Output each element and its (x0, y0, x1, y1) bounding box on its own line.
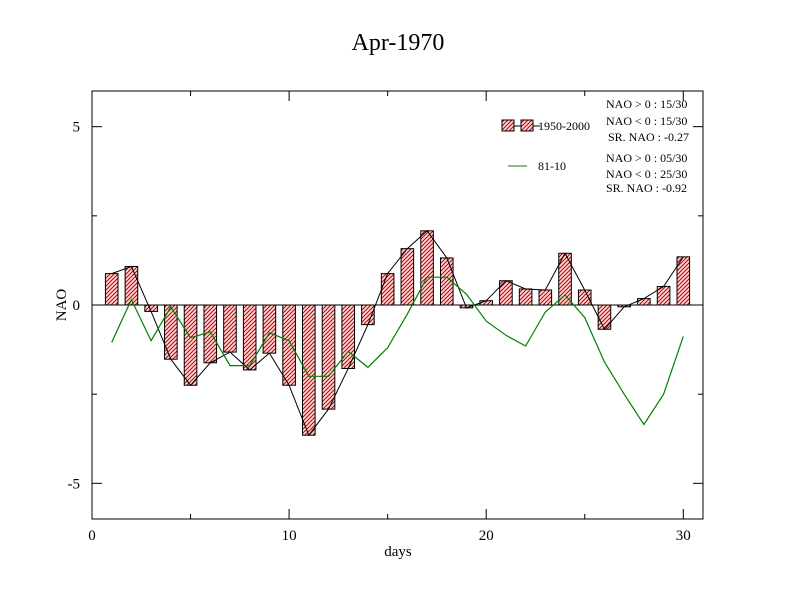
bar-9 (262, 304, 277, 354)
bar-26 (597, 304, 612, 330)
y-tick-label: 0 (73, 298, 81, 314)
bar-23 (538, 289, 553, 306)
bar-17 (420, 230, 434, 306)
bar-1 (104, 273, 119, 306)
bar-21 (499, 280, 513, 306)
legend-swatch-bar-1 (501, 119, 515, 132)
bar-series-connector (111, 230, 684, 437)
annotation-2-line-1: NAO > 0 : 05/30 (606, 151, 687, 165)
annotation-1-line-2: NAO < 0 : 15/30 (606, 114, 687, 128)
annotation-2-line-3: SR. NAO : -0.92 (606, 181, 687, 195)
bar-22 (518, 288, 533, 306)
bar-7 (223, 304, 237, 353)
bar-8 (242, 304, 257, 371)
annotation-2-line-2: NAO < 0 : 25/30 (606, 167, 687, 181)
bar-12 (321, 304, 336, 410)
chart-title: Apr-1970 (352, 30, 445, 56)
line-81-10 (111, 276, 684, 426)
bar-15 (380, 273, 395, 306)
bar-10 (282, 304, 296, 386)
bar-25 (577, 289, 592, 306)
bar-6 (203, 304, 218, 364)
bar-14 (361, 304, 375, 326)
legend-swatch-bar-2 (520, 119, 534, 132)
bar-series (104, 230, 691, 437)
annotation-1-line-3: SR. NAO : -0.27 (608, 130, 689, 144)
x-axis-label: days (384, 544, 412, 560)
x-tick-label: 20 (479, 528, 494, 544)
bar-20 (479, 300, 493, 306)
y-tick-label: -5 (68, 476, 81, 492)
bar-30 (676, 256, 691, 306)
legend: 1950-2000 81-10 (501, 119, 590, 173)
x-tick-label: 10 (282, 528, 297, 544)
line-series (111, 276, 684, 426)
bar-16 (400, 248, 415, 306)
legend-label-1950-2000: 1950-2000 (538, 119, 590, 133)
annotations: NAO > 0 : 15/30 NAO < 0 : 15/30 SR. NAO … (606, 97, 689, 195)
x-tick-label: 30 (676, 528, 691, 544)
annotation-1-line-1: NAO > 0 : 15/30 (606, 97, 687, 111)
y-tick-label: 5 (73, 120, 81, 136)
legend-label-81-10: 81-10 (538, 159, 566, 173)
x-tick-label: 0 (88, 528, 96, 544)
bar-28 (637, 298, 651, 306)
bar-11 (302, 304, 316, 436)
y-axis-label: NAO (54, 289, 70, 322)
bar-5 (183, 304, 198, 386)
